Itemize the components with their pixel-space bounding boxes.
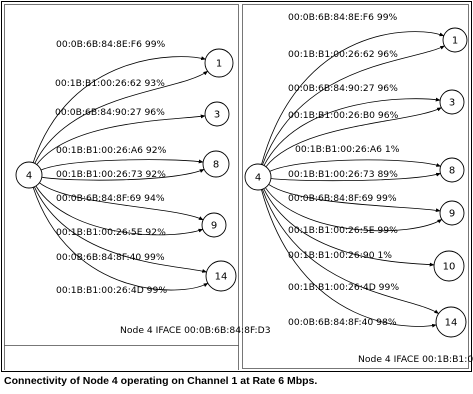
target-node: [439, 200, 465, 226]
target-node: [201, 212, 227, 238]
edge-arrow: [34, 186, 207, 273]
target-node: [202, 150, 230, 178]
edge-label: 00:1B:B1:00:26:90 1%: [288, 250, 392, 261]
target-node: [205, 260, 237, 292]
edge-arrow: [262, 45, 445, 165]
edge-arrow: [41, 168, 205, 181]
edge-arrow: [262, 189, 439, 314]
target-node-label: 3: [449, 98, 455, 109]
edge-label: 00:0B:6B:84:8F:40 99%: [56, 252, 165, 263]
panel-right: 00:0B:6B:84:8E:F6 99% 00:1B:B1:00:26:62 9…: [244, 12, 473, 365]
edge-label: 00:0B:6B:84:8F:69 99%: [288, 193, 397, 204]
panel-left: 00:0B:6B:84:8E:F6 99% 00:1B:B1:00:26:62 9…: [15, 39, 271, 336]
edge-label: 00:0B:6B:84:90:27 96%: [288, 83, 398, 94]
target-node: [204, 101, 230, 127]
edge-label: 00:1B:B1:00:26:A6 1%: [295, 144, 400, 155]
panel-left-frame: [4, 4, 239, 346]
edge-label: 00:0B:6B:84:8E:F6 99%: [56, 39, 166, 50]
source-node: [15, 161, 43, 189]
edge-label: 00:1B:B1:00:26:62 96%: [288, 49, 398, 60]
edge-label: 00:1B:B1:00:26:5E 99%: [288, 225, 398, 236]
target-node: [204, 48, 234, 78]
target-node-label: 9: [211, 221, 217, 232]
edge-label: 00:1B:B1:00:26:4D 99%: [56, 285, 167, 296]
edge-arrow: [265, 107, 442, 167]
target-node: [433, 250, 465, 282]
edge-label: 00:1B:B1:00:26:4D 99%: [288, 282, 399, 293]
edge-arrow: [269, 159, 442, 172]
edge-label: 00:1B:B1:00:26:B0 96%: [288, 110, 399, 121]
target-node-label: 3: [214, 110, 220, 121]
target-node-label: 8: [449, 166, 455, 177]
target-node-label: 9: [449, 209, 455, 220]
edge-arrow: [40, 159, 204, 171]
edge-arrow: [268, 184, 441, 213]
target-node-label: 14: [445, 318, 458, 329]
edge-arrow: [263, 188, 435, 267]
edge-arrow: [39, 182, 204, 221]
target-node-label: 14: [215, 272, 228, 283]
edge-arrow: [263, 97, 441, 166]
target-node: [439, 157, 465, 183]
edge-arrow: [261, 189, 437, 328]
edge-arrow: [34, 70, 209, 164]
source-node-label: 4: [26, 171, 32, 182]
edge-arrow: [35, 185, 204, 236]
panel-footer: Node 4 IFACE 00:0B:6B:84:8F:D3: [120, 325, 271, 336]
figure-caption: Connectivity of Node 4 operating on Chan…: [4, 375, 318, 387]
edge-label: 00:1B:B1:00:26:A6 92%: [56, 145, 167, 156]
edge-label: 00:0B:6B:84:8F:40 98%: [288, 317, 397, 328]
edge-arrow: [32, 56, 206, 163]
edge-arrow: [261, 31, 445, 165]
source-node: [244, 163, 272, 191]
edge-label: 00:1B:B1:00:26:62 93%: [55, 78, 165, 89]
target-node: [439, 89, 465, 115]
edge-arrow: [36, 114, 206, 165]
edge-label: 00:0B:6B:84:90:27 96%: [55, 107, 165, 118]
panel-right-frame: [242, 4, 469, 369]
edge-arrow: [270, 172, 441, 182]
target-node-label: 1: [216, 59, 222, 70]
edge-label: 00:1B:B1:00:26:73 92%: [56, 169, 166, 180]
source-node-label: 4: [255, 173, 261, 184]
target-node-label: 8: [213, 160, 219, 171]
edge-arrow: [32, 187, 209, 291]
panel-footer: Node 4 IFACE 00:1B:B1:00:26:BB: [358, 354, 473, 365]
target-node-label: 10: [443, 262, 456, 273]
target-node-label: 1: [452, 36, 458, 47]
figure-frame: [1, 1, 472, 372]
edge-label: 00:1B:B1:00:26:73 89%: [288, 169, 398, 180]
target-node: [435, 306, 467, 338]
edge-arrow: [265, 187, 443, 232]
target-node: [442, 27, 468, 53]
edge-label: 00:1B:B1:00:26:5E 92%: [56, 227, 166, 238]
edge-label: 00:0B:6B:84:8F:69 94%: [56, 193, 165, 204]
edge-label: 00:0B:6B:84:8E:F6 99%: [288, 12, 398, 23]
